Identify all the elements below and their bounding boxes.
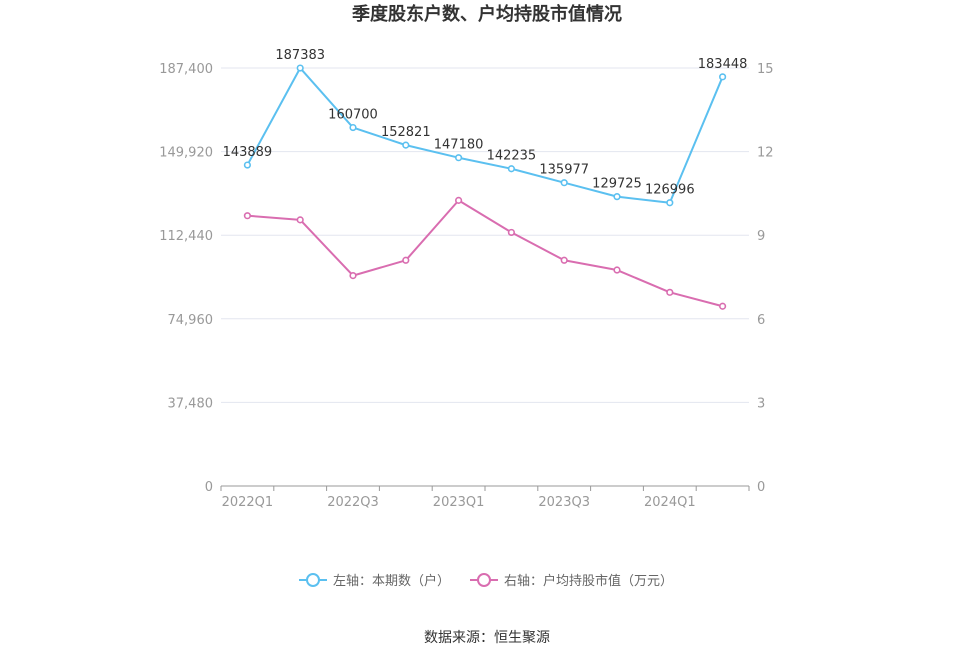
legend-marker-icon xyxy=(477,573,491,587)
series-2-point xyxy=(718,302,727,310)
left-axis-tick-label: 37,480 xyxy=(168,396,214,411)
right-axis-tick-label: 9 xyxy=(757,229,765,244)
left-axis-tick-label: 149,920 xyxy=(159,146,213,161)
left-axis-tick-label: 0 xyxy=(205,480,213,495)
series-1-point xyxy=(718,73,727,81)
series-2-point xyxy=(402,256,410,264)
series-layer xyxy=(243,64,727,310)
legend-label: 右轴：户均持股市值（万元） xyxy=(504,573,673,589)
grid-layer xyxy=(221,67,749,403)
data-label: 142235 xyxy=(487,149,537,164)
data-label: 129725 xyxy=(592,177,642,192)
data-label: 187383 xyxy=(275,48,325,63)
data-label: 160700 xyxy=(328,108,378,123)
data-label: 135977 xyxy=(539,163,589,178)
series-1-point xyxy=(349,123,357,132)
series-line-2 xyxy=(247,199,723,308)
series-1-point xyxy=(507,165,516,173)
series-2-point xyxy=(455,196,463,204)
series-1-point xyxy=(666,199,674,207)
legend-marker-icon xyxy=(306,573,320,587)
data-label: 147180 xyxy=(434,138,484,153)
series-1-point xyxy=(243,161,251,169)
legend-label: 左轴：本期数（户） xyxy=(333,573,450,589)
series-2-point xyxy=(243,212,251,220)
axis-layer: 0 0 37,480 3 74,960 6 112,440 9 149,920 12 187,400… xyxy=(159,62,773,510)
left-axis-tick-label: 112,440 xyxy=(159,229,213,244)
source-note: 数据来源：恒生聚源 xyxy=(424,630,550,646)
series-2-point xyxy=(349,272,357,280)
legend-item-1[interactable]: 左轴：本期数（户） xyxy=(299,573,450,589)
series-2-point xyxy=(296,216,304,224)
series-2-point xyxy=(560,256,568,264)
left-axis-tick-label: 74,960 xyxy=(168,313,214,328)
data-label: 143889 xyxy=(223,145,273,160)
series-1-point xyxy=(296,64,304,72)
chart-title: 季度股东户数、户均持股市值情况 xyxy=(352,3,622,25)
data-label-layer: 143889 187383 1607001528211471801422351359… xyxy=(223,48,748,198)
series-1-point xyxy=(402,141,410,149)
right-axis-tick-label: 6 xyxy=(757,313,765,328)
left-axis-tick-label: 187,400 xyxy=(159,62,213,77)
series-1-point xyxy=(613,193,621,201)
series-1-point xyxy=(455,154,463,162)
right-axis-tick-label: 15 xyxy=(757,62,774,77)
right-axis-tick-label: 3 xyxy=(757,396,765,411)
series-2-point xyxy=(666,288,674,296)
right-axis-tick-label: 12 xyxy=(757,146,774,161)
series-1-point xyxy=(560,179,568,187)
series-2-point xyxy=(613,266,621,274)
x-axis-tick-label: 2023Q3 xyxy=(538,495,590,510)
x-axis-tick-label: 2022Q3 xyxy=(327,495,379,510)
series-2-point xyxy=(507,228,516,237)
right-axis-tick-label: 0 xyxy=(757,480,765,495)
x-axis-tick-label: 2023Q1 xyxy=(433,495,485,510)
legend[interactable]: 左轴：本期数（户） 右轴：户均持股市值（万元） xyxy=(299,573,673,589)
series-line-1 xyxy=(246,67,724,204)
data-label: 152821 xyxy=(381,125,431,140)
data-label: 183448 xyxy=(698,57,748,72)
data-label: 126996 xyxy=(645,183,695,198)
x-axis-tick-label: 2024Q1 xyxy=(644,495,696,510)
x-axis-tick-label: 2022Q1 xyxy=(222,495,274,510)
legend-item-2[interactable]: 右轴：户均持股市值（万元） xyxy=(470,573,673,589)
